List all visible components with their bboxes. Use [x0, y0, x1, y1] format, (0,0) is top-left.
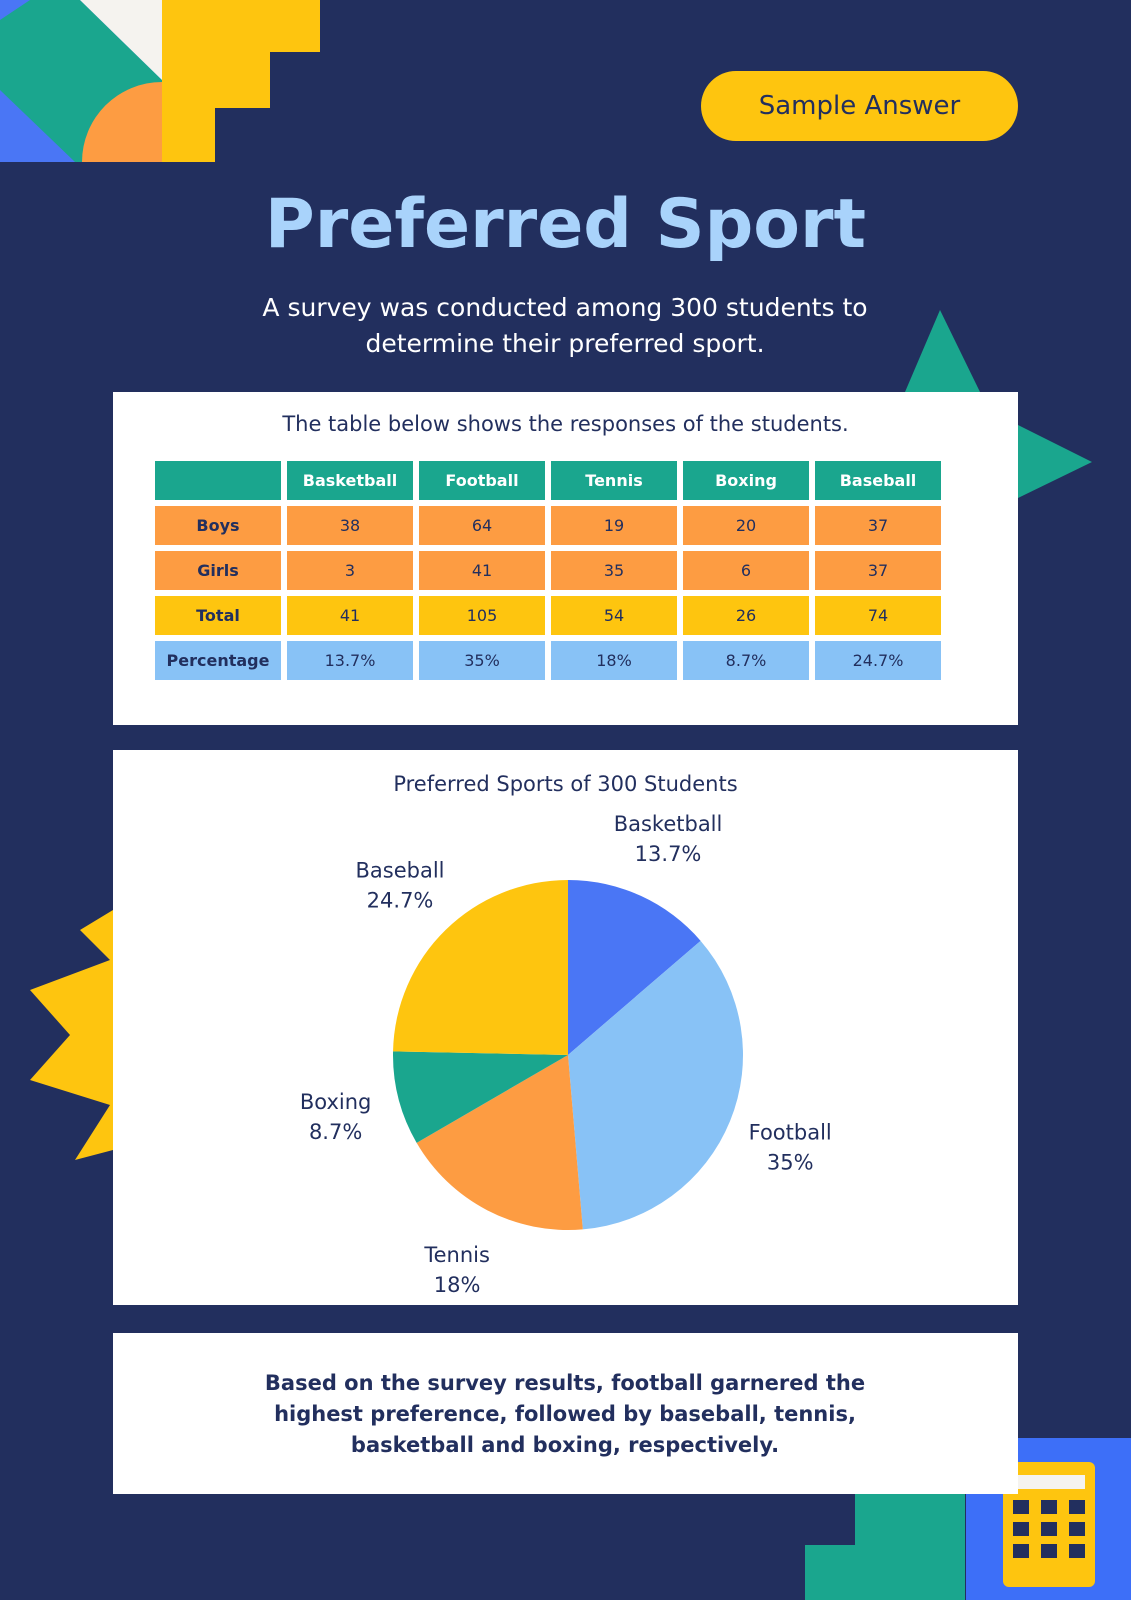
value-label: 35% [767, 1151, 814, 1175]
deco [905, 310, 980, 392]
pie-slice [568, 880, 701, 1055]
table-row: Total 41 105 54 26 74 [155, 596, 941, 635]
chart-title: Preferred Sports of 300 Students [393, 772, 738, 796]
conclusion: Based on the survey results, football ga… [264, 1371, 866, 1457]
pie-slice [393, 880, 568, 1055]
conclusion-card [113, 1333, 1018, 1494]
table-cell: 19 [551, 506, 677, 545]
table-row: Girls 3 41 35 6 37 [155, 551, 941, 590]
column-header: Tennis [551, 461, 677, 500]
column-header: Baseball [815, 461, 941, 500]
table-cell: 37 [815, 506, 941, 545]
column-header: Basketball [287, 461, 413, 500]
title: Preferred Sport [264, 185, 867, 264]
table-row: Percentage 13.7% 35% 18% 8.7% 24.7% [155, 641, 941, 680]
table-cell: 18% [551, 641, 677, 680]
header-cell [155, 461, 281, 500]
subtitle: A survey was conducted among 300 student… [262, 293, 868, 358]
header-row: Basketball Football Tennis Boxing Baseball [155, 461, 941, 500]
row-label: Boys [155, 506, 281, 545]
table-cell: 8.7% [683, 641, 809, 680]
table-cell: 35% [419, 641, 545, 680]
table-cell: 74 [815, 596, 941, 635]
table-cell: 41 [419, 551, 545, 590]
slice-label: Football [749, 1121, 832, 1145]
value-label: 24.7% [367, 889, 434, 913]
pie-slice [393, 1051, 568, 1143]
table-cell: 35 [551, 551, 677, 590]
table-cell: 37 [815, 551, 941, 590]
table-cell: 38 [287, 506, 413, 545]
row-label: Total [155, 596, 281, 635]
value-label: 13.7% [635, 842, 702, 866]
calculator-screen [1013, 1475, 1085, 1489]
deco [30, 0, 162, 80]
data-table: Basketball Football Tennis Boxing Baseball Bo… [149, 455, 947, 686]
value-label: 8.7% [309, 1120, 362, 1144]
slice-label: Baseball [356, 859, 445, 883]
pie-slice [416, 1055, 583, 1230]
value-label: 18% [434, 1273, 481, 1297]
calculator-keys [1013, 1500, 1085, 1558]
pie-chart: Basketball 13.7% Football 35% Tennis 18% Boxin… [300, 812, 832, 1297]
column-header: Boxing [683, 461, 809, 500]
table-caption: The table below shows the responses of t… [282, 412, 849, 436]
pie-slice [568, 940, 743, 1230]
table-cell: 54 [551, 596, 677, 635]
deco [1018, 425, 1092, 498]
deco [162, 0, 320, 162]
column-header: Football [419, 461, 545, 500]
deco [82, 82, 162, 162]
table-cell: 24.7% [815, 641, 941, 680]
table-cell: 26 [683, 596, 809, 635]
table-cell: 13.7% [287, 641, 413, 680]
slice-label: Basketball [614, 812, 723, 836]
table-cell: 3 [287, 551, 413, 590]
table-cell: 64 [419, 506, 545, 545]
table-cell: 6 [683, 551, 809, 590]
table-cell: 105 [419, 596, 545, 635]
row-label: Percentage [155, 641, 281, 680]
deco [30, 910, 113, 1160]
badge: Sample Answer [701, 71, 1018, 141]
row-label: Girls [155, 551, 281, 590]
table-cell: 20 [683, 506, 809, 545]
table-row: Boys 38 64 19 20 37 [155, 506, 941, 545]
slice-label: Boxing [300, 1090, 372, 1114]
slice-label: Tennis [423, 1243, 490, 1267]
table-cell: 41 [287, 596, 413, 635]
